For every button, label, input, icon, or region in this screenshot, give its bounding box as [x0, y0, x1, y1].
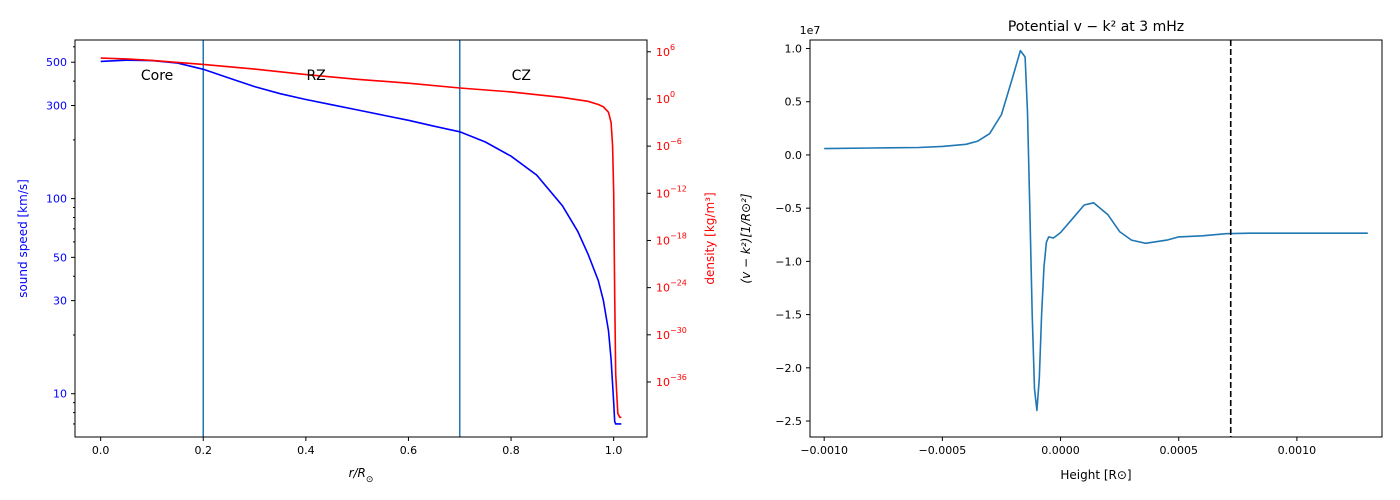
y-tick-label-right: 100 — [656, 90, 675, 106]
x-tick-label: 0.4 — [297, 444, 315, 457]
y-axis-label: (v − k²)[1/R⊙²] — [739, 193, 753, 283]
x-tick-label: 0.0 — [92, 444, 110, 457]
y-tick-label-left: 100 — [46, 193, 67, 206]
y-tick-label-left: 50 — [53, 251, 67, 264]
y-tick-label: 1.0 — [785, 43, 803, 56]
x-axis-label: Height [R⊙] — [1060, 468, 1131, 482]
x-axis-label: r/R⊙ — [349, 466, 374, 485]
series-potential — [824, 49, 1368, 412]
x-tick-label: 0.6 — [400, 444, 418, 457]
left-chart: 0.0 0.2 0.4 0.6 0.8 1.0 r/R⊙ 10 30 50 100 300 500 sou… — [16, 39, 717, 485]
y-tick-label-left: 500 — [46, 56, 67, 69]
x-tick-label: −0.0005 — [919, 444, 967, 457]
x-tick-label: 0.0000 — [1041, 444, 1080, 457]
y-tick-label-right: 10−6 — [656, 137, 682, 153]
x-tick-label: 0.2 — [195, 444, 213, 457]
y-tick-label: −0.5 — [775, 202, 802, 215]
x-tick-label: 0.8 — [502, 444, 520, 457]
y-tick-label-right: 106 — [656, 43, 675, 59]
y-tick-label-left: 30 — [53, 295, 67, 308]
y-tick-label-right: 10−36 — [656, 373, 687, 389]
y-tick-label: −1.0 — [775, 255, 802, 268]
y-tick-label: 0.0 — [785, 149, 803, 162]
y-tick-label-right: 10−24 — [656, 279, 687, 295]
x-tick-label: 1.0 — [605, 444, 623, 457]
y-tick-label: −2.5 — [775, 415, 802, 428]
region-label: CZ — [512, 68, 531, 84]
y-tick-label: −2.0 — [775, 362, 802, 375]
region-label: Core — [141, 68, 173, 84]
y-tick-label-left: 10 — [53, 388, 67, 401]
y-tick-label-right: 10−12 — [656, 184, 687, 200]
y-tick-label-left: 300 — [46, 100, 67, 113]
series-density — [100, 57, 622, 419]
region-label: RZ — [306, 68, 325, 84]
plot-frame — [74, 39, 648, 438]
offset-label: 1e7 — [800, 24, 821, 37]
x-tick-label: −0.0010 — [800, 444, 848, 457]
y-tick-label: 0.5 — [785, 96, 803, 109]
chart-title: Potential v − k² at 3 mHz — [1008, 19, 1184, 35]
y-tick-label-right: 10−30 — [656, 326, 687, 342]
x-tick-label: 0.0010 — [1278, 444, 1317, 457]
series-sound-speed — [100, 59, 622, 425]
x-tick-label: 0.0005 — [1159, 444, 1198, 457]
y-axis-label-left: sound speed [km/s] — [16, 179, 30, 298]
y-axis-label-right: density [kg/m³] — [703, 192, 717, 284]
y-tick-label: −1.5 — [775, 309, 802, 322]
y-tick-label-right: 10−18 — [656, 231, 687, 247]
plot-frame — [809, 39, 1383, 438]
right-chart: −0.0010 −0.0005 0.0000 0.0005 0.0010 Height [… — [739, 19, 1383, 482]
